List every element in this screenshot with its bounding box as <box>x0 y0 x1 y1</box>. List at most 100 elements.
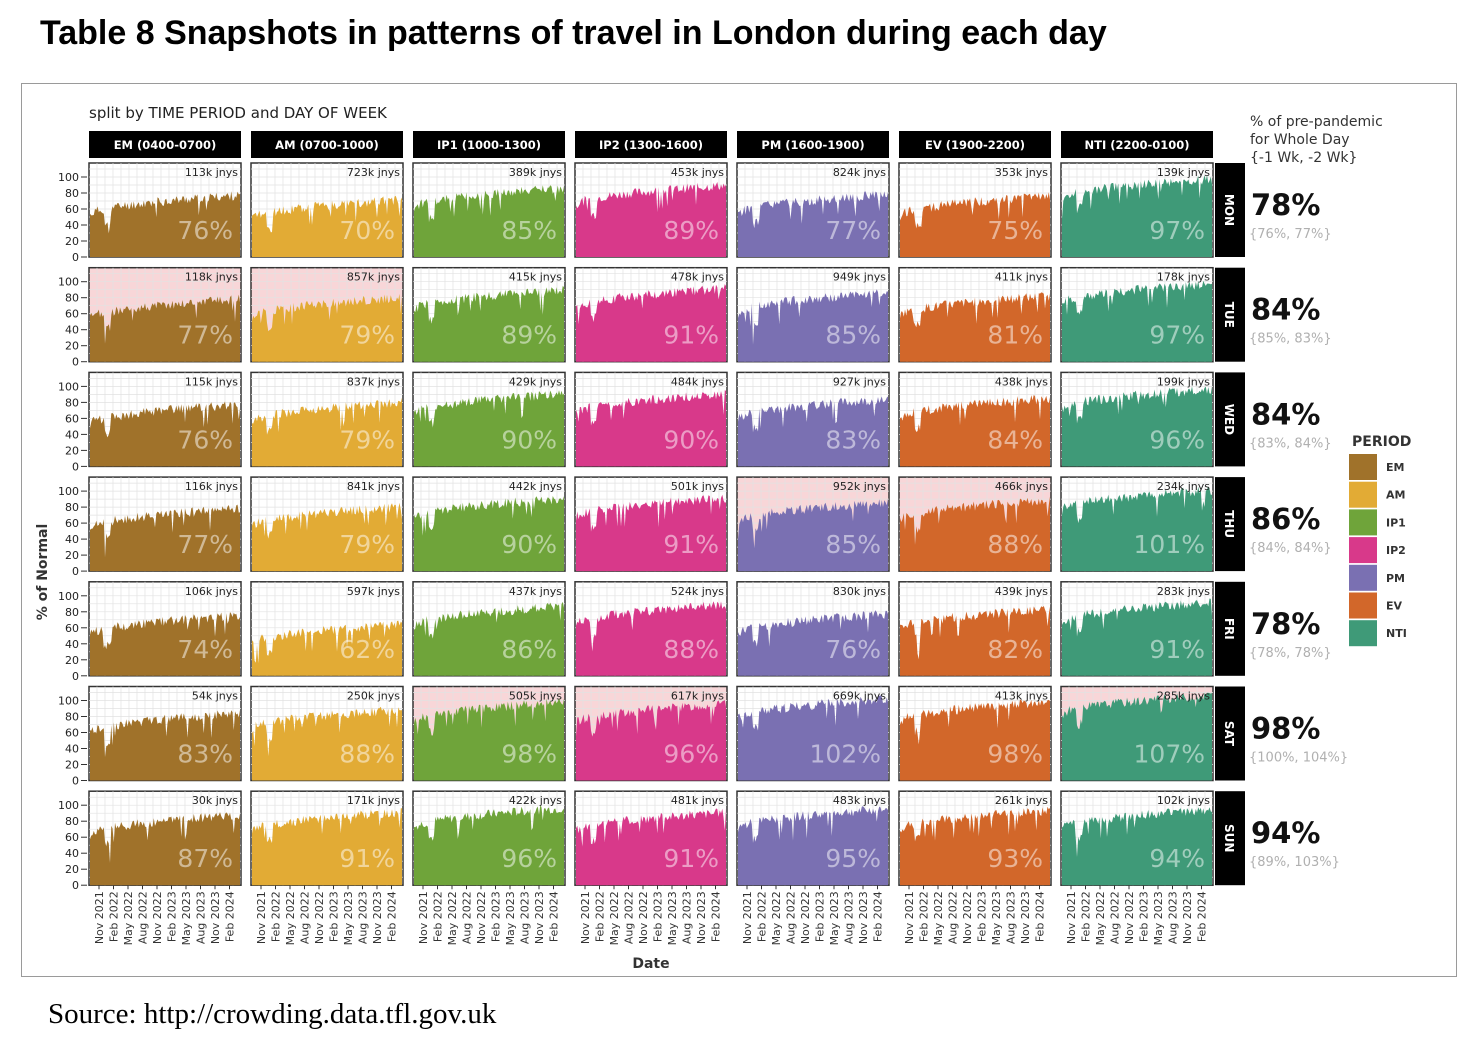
whole-day-header: for Whole Day <box>1250 132 1350 148</box>
x-tick-label: Nov 2023 <box>1181 891 1194 944</box>
series-area <box>414 805 564 886</box>
percent-label: 85% <box>825 321 881 350</box>
x-tick-label: Nov 2021 <box>255 891 268 944</box>
series-area <box>1062 280 1212 362</box>
percent-label: 76% <box>177 216 233 245</box>
journeys-label: 949k jnys <box>833 271 886 284</box>
x-tick-label: Nov 2021 <box>579 891 592 944</box>
panel-tue-nti <box>1060 266 1214 363</box>
journeys-label: 171k jnys <box>347 794 400 807</box>
journeys-label: 501k jnys <box>671 480 724 493</box>
series-area <box>90 294 240 362</box>
panel-mon-ip2 <box>574 162 728 258</box>
percent-label: 70% <box>339 216 395 245</box>
series-area <box>900 699 1050 781</box>
period-strip-label: NTI (2200-0100) <box>1084 138 1189 152</box>
panel-sat-nti <box>1060 685 1214 782</box>
journeys-label: 484k jnys <box>671 375 724 388</box>
percent-label: 94% <box>1149 844 1205 873</box>
journeys-label: 415k jnys <box>509 271 562 284</box>
journeys-label: 439k jnys <box>995 585 1048 598</box>
panel-tue-ip1 <box>412 266 566 363</box>
x-tick-label: Feb 2022 <box>918 891 931 942</box>
series-area <box>900 606 1050 676</box>
x-tick-label: Feb 2022 <box>270 891 283 942</box>
journeys-label: 115k jnys <box>185 375 238 388</box>
x-tick-label: Aug 2023 <box>681 891 694 944</box>
x-tick-label: Nov 2023 <box>695 891 708 944</box>
panel-thu-ev <box>898 476 1052 572</box>
x-tick-label: Aug 2022 <box>461 891 474 944</box>
percent-label: 77% <box>177 321 233 350</box>
x-tick-label: May 2023 <box>828 891 841 945</box>
y-tick-label: 80 <box>65 292 79 305</box>
x-tick-label: Nov 2021 <box>417 891 430 944</box>
panel-sun-pm <box>736 790 890 886</box>
y-tick-label: 100 <box>58 380 79 393</box>
y-tick-label: 20 <box>65 654 79 667</box>
series-area <box>252 620 402 676</box>
series-area <box>414 185 564 257</box>
percent-label: 102% <box>810 740 881 769</box>
percent-label: 88% <box>339 740 395 769</box>
x-tick-label: May 2023 <box>1152 891 1165 945</box>
journeys-label: 857k jnys <box>347 271 400 284</box>
panel-sun-ev <box>898 790 1052 886</box>
x-tick-label: Aug 2023 <box>195 891 208 944</box>
whole-day-previous: {84%, 84%} <box>1249 541 1332 556</box>
series-area <box>900 192 1050 257</box>
series-area <box>576 284 726 362</box>
journeys-label: 437k jnys <box>509 585 562 598</box>
series-area <box>414 285 564 362</box>
x-tick-label: Nov 2021 <box>1065 891 1078 944</box>
y-tick-label: 60 <box>65 412 79 425</box>
percent-label: 91% <box>663 844 719 873</box>
y-tick-label: 0 <box>72 670 79 683</box>
journeys-label: 411k jnys <box>995 271 1048 284</box>
percent-label: 91% <box>663 530 719 559</box>
whole-day-percent: 98% <box>1251 712 1320 746</box>
y-tick-label: 60 <box>65 203 79 216</box>
x-tick-label: Aug 2022 <box>947 891 960 944</box>
x-tick-label: Feb 2023 <box>814 891 827 942</box>
journeys-label: 824k jnys <box>833 166 886 179</box>
journeys-label: 669k jnys <box>833 690 886 703</box>
percent-label: 88% <box>987 530 1043 559</box>
period-strip-label: EV (1900-2200) <box>925 138 1025 152</box>
panel-fri-nti <box>1060 581 1214 677</box>
journeys-label: 438k jnys <box>995 375 1048 388</box>
panel-sat-ev <box>898 685 1052 782</box>
x-tick-label: Aug 2023 <box>843 891 856 944</box>
panel-thu-em <box>88 476 242 572</box>
series-area <box>252 706 402 781</box>
y-tick-label: 100 <box>58 590 79 603</box>
period-strip-label: IP1 (1000-1300) <box>437 138 541 152</box>
percent-label: 79% <box>339 321 395 350</box>
y-tick-label: 100 <box>58 695 79 708</box>
legend-title: PERIOD <box>1352 434 1411 450</box>
panel-tue-pm <box>736 266 890 363</box>
journeys-label: 113k jnys <box>185 166 238 179</box>
panel-mon-ev <box>898 162 1052 258</box>
series-area <box>576 601 726 676</box>
day-strip <box>1215 686 1245 781</box>
x-tick-label: Nov 2022 <box>475 891 488 944</box>
journeys-label: 422k jnys <box>509 794 562 807</box>
series-area <box>252 397 402 467</box>
y-tick-label: 20 <box>65 863 79 876</box>
journeys-label: 116k jnys <box>185 480 238 493</box>
x-tick-label: Feb 2024 <box>548 891 561 942</box>
legend-label: EM <box>1386 461 1404 474</box>
panel-thu-ip2 <box>574 476 728 572</box>
percent-label: 91% <box>663 321 719 350</box>
y-tick-label: 60 <box>65 308 79 321</box>
y-tick-label: 80 <box>65 606 79 619</box>
panel-fri-ip1 <box>412 581 566 677</box>
journeys-label: 453k jnys <box>671 166 724 179</box>
percent-label: 88% <box>663 635 719 664</box>
panel-thu-pm <box>736 476 890 572</box>
series-area <box>252 808 402 886</box>
x-tick-label: Nov 2022 <box>151 891 164 944</box>
y-tick-label: 60 <box>65 622 79 635</box>
panel-wed-ip2 <box>574 371 728 468</box>
